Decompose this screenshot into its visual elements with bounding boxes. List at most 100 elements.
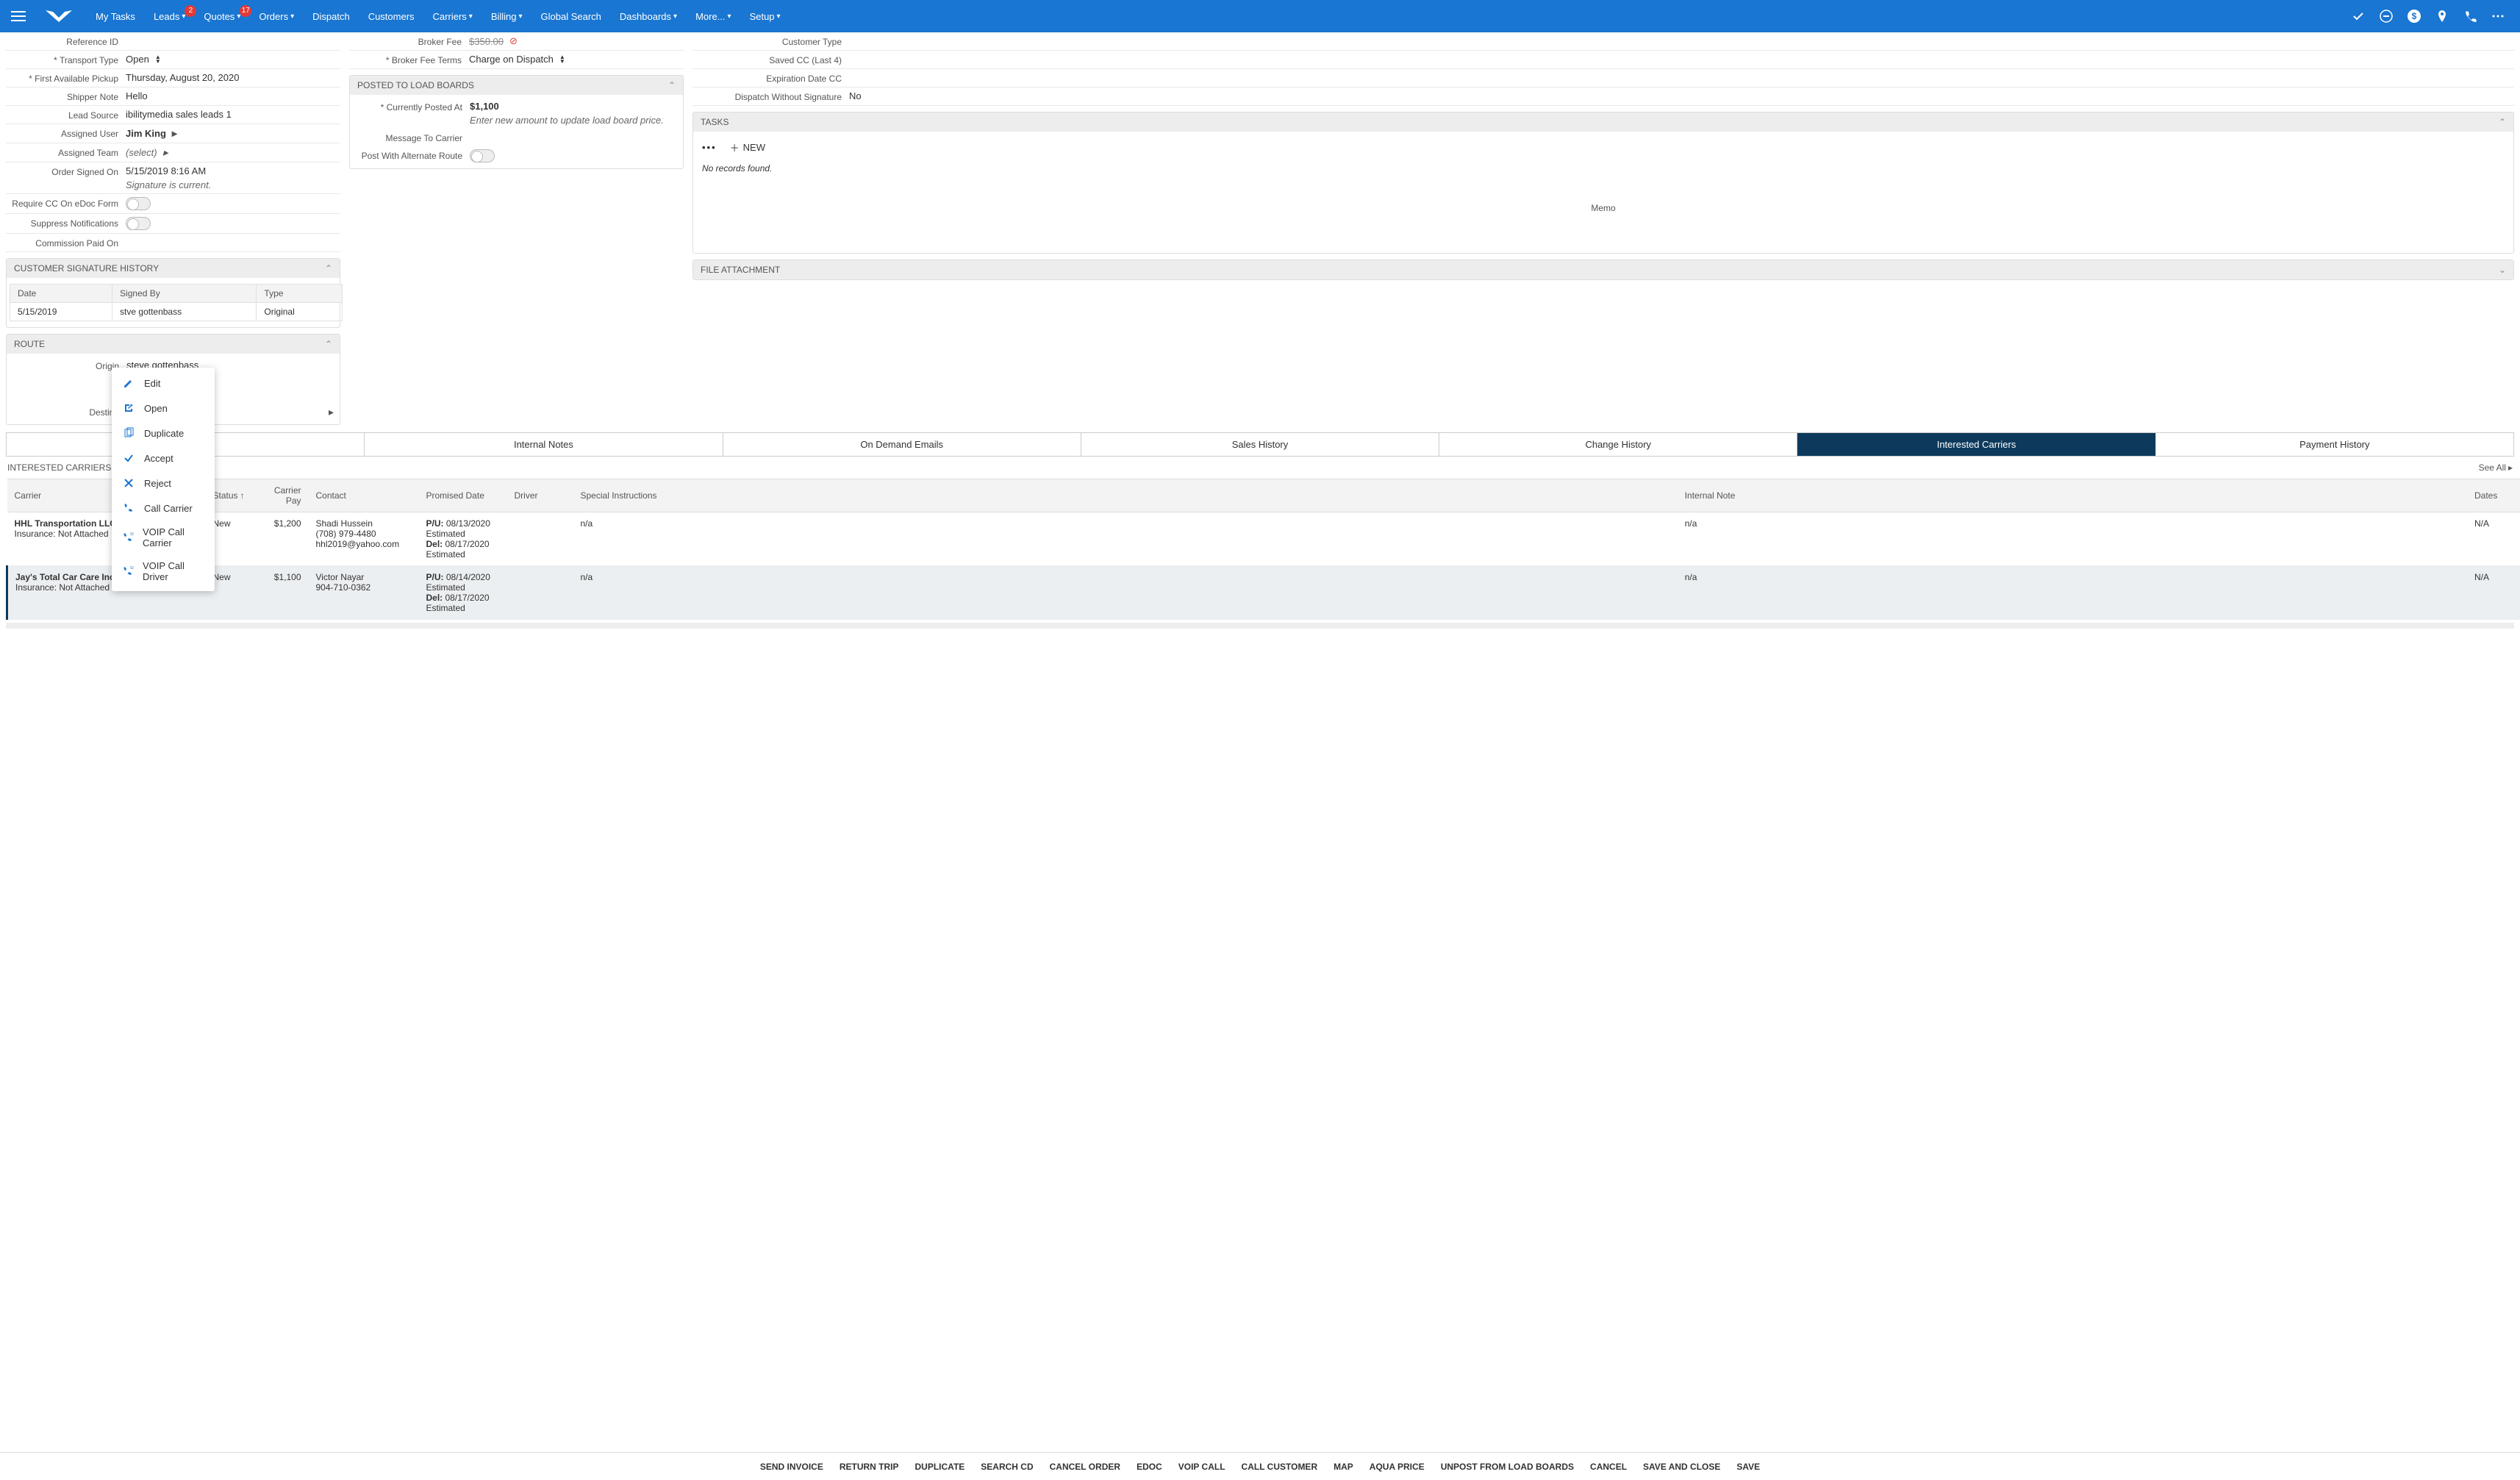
carrier-name: Jay's Total Car Care Inc <box>15 572 115 582</box>
file-attachment-title: FILE ATTACHMENT <box>701 265 780 275</box>
nav-dashboards[interactable]: Dashboards▾ <box>612 7 684 26</box>
broker-terms-value[interactable]: Charge on Dispatch▲▼ <box>469 54 678 65</box>
sig-row[interactable]: 5/15/2019stve gottenbassOriginal <box>10 303 343 321</box>
carrier-row[interactable]: Jay's Total Car Care IncInsurance: Not A… <box>7 566 2520 620</box>
require-cc-toggle[interactable] <box>126 197 151 210</box>
nav-leads[interactable]: Leads▾2 <box>146 7 193 26</box>
posted-panel: POSTED TO LOAD BOARDS⌃ * Currently Poste… <box>349 75 684 169</box>
dollar-icon[interactable]: $ <box>2407 9 2421 24</box>
action-search-cd[interactable]: SEARCH CD <box>981 1462 1033 1472</box>
nav-more-[interactable]: More...▾ <box>688 7 739 26</box>
nav-carriers[interactable]: Carriers▾ <box>426 7 480 26</box>
tab-interested-carriers[interactable]: Interested Carriers <box>1797 433 2155 456</box>
caret-icon: ▾ <box>519 12 523 21</box>
chevron-right-icon: ▸ <box>329 406 334 418</box>
action-save[interactable]: SAVE <box>1736 1462 1760 1472</box>
assigned-user-value[interactable]: Jim King▸ <box>126 127 334 140</box>
menu-accept[interactable]: Accept <box>112 446 215 471</box>
nav-orders[interactable]: Orders▾ <box>251 7 301 26</box>
menu-duplicate[interactable]: Duplicate <box>112 421 215 446</box>
first-pickup-value[interactable]: Thursday, August 20, 2020 <box>126 72 334 83</box>
action-cancel[interactable]: CANCEL <box>1590 1462 1627 1472</box>
tab-sales-history[interactable]: Sales History <box>1081 433 1439 456</box>
menu-call-carrier[interactable]: Call Carrier <box>112 496 215 521</box>
exp-label: Expiration Date CC <box>698 72 849 84</box>
dispatch-wo-value[interactable]: No <box>849 90 2508 101</box>
broker-fee-value[interactable]: $350.00⊘ <box>469 35 678 47</box>
collapse-icon[interactable]: ⌃ <box>668 80 676 90</box>
duplicate-icon <box>122 426 135 440</box>
nav-quotes[interactable]: Quotes▾17 <box>196 7 248 26</box>
action-send-invoice[interactable]: SEND INVOICE <box>760 1462 823 1472</box>
nav-billing[interactable]: Billing▾ <box>484 7 530 26</box>
assigned-team-value[interactable]: (select)▸ <box>126 146 334 159</box>
tasks-title: TASKS <box>701 117 729 127</box>
carrier-row[interactable]: HHL Transportation LLCInsurance: Not Att… <box>7 512 2520 566</box>
menu-voip-call-carrier[interactable]: SIPVOIP Call Carrier <box>112 521 215 554</box>
route-title: ROUTE <box>14 339 45 349</box>
action-duplicate[interactable]: DUPLICATE <box>915 1462 965 1472</box>
action-voip-call[interactable]: VOIP CALL <box>1178 1462 1225 1472</box>
action-return-trip[interactable]: RETURN TRIP <box>840 1462 899 1472</box>
alt-route-toggle[interactable] <box>470 149 495 162</box>
expand-icon[interactable]: ⌄ <box>2499 265 2506 275</box>
tasks-new-button[interactable]: ＋NEW <box>730 140 765 154</box>
see-all-link[interactable]: See All▸ <box>2479 462 2513 473</box>
col-contact[interactable]: Contact <box>309 479 419 512</box>
menu-open[interactable]: Open <box>112 396 215 421</box>
check-icon[interactable] <box>2351 9 2366 24</box>
collapse-icon[interactable]: ⌃ <box>325 339 332 349</box>
col-si[interactable]: Special Instructions <box>573 479 1678 512</box>
lead-source-value[interactable]: ibilitymedia sales leads 1 <box>126 109 334 120</box>
action-cancel-order[interactable]: CANCEL ORDER <box>1050 1462 1120 1472</box>
menu-reject[interactable]: Reject <box>112 471 215 496</box>
sig-col-type: Type <box>257 285 343 303</box>
action-unpost-from-load-boards[interactable]: UNPOST FROM LOAD BOARDS <box>1441 1462 1574 1472</box>
suppress-toggle[interactable] <box>126 217 151 230</box>
nav-global-search[interactable]: Global Search <box>534 7 609 26</box>
action-aqua-price[interactable]: AQUA PRICE <box>1370 1462 1425 1472</box>
broker-terms-label: * Broker Fee Terms <box>355 54 469 65</box>
phone-icon[interactable] <box>2463 9 2477 24</box>
collapse-icon[interactable]: ⌃ <box>2499 117 2506 127</box>
posted-at-value[interactable]: $1,100Enter new amount to update load bo… <box>470 101 677 126</box>
suppress-label: Suppress Notifications <box>12 217 126 229</box>
action-call-customer[interactable]: CALL CUSTOMER <box>1242 1462 1318 1472</box>
driver-cell <box>507 566 573 620</box>
nav-my-tasks[interactable]: My Tasks <box>88 7 143 26</box>
col-promised[interactable]: Promised Date <box>419 479 507 512</box>
minus-circle-icon[interactable] <box>2379 9 2394 24</box>
more-icon[interactable] <box>2491 9 2505 24</box>
menu-edit[interactable]: Edit <box>112 371 215 396</box>
action-map[interactable]: MAP <box>1334 1462 1353 1472</box>
menu-voip-call-driver[interactable]: SIPVOIP Call Driver <box>112 554 215 588</box>
horizontal-scrollbar[interactable] <box>6 623 2514 629</box>
context-menu: EditOpenDuplicateAcceptReject Call Carrie… <box>112 368 215 591</box>
shipper-note-value[interactable]: Hello <box>126 90 334 101</box>
nav-dispatch[interactable]: Dispatch <box>305 7 357 26</box>
collapse-icon[interactable]: ⌃ <box>325 263 332 274</box>
nav-items: My TasksLeads▾2Quotes▾17Orders▾DispatchC… <box>88 7 2351 26</box>
tab-internal-notes[interactable]: Internal Notes <box>365 433 723 456</box>
caret-icon: ▾ <box>290 12 294 21</box>
col-pay[interactable]: Carrier Pay <box>265 479 309 512</box>
tab-change-history[interactable]: Change History <box>1439 433 1797 456</box>
tab-payment-history[interactable]: Payment History <box>2156 433 2513 456</box>
action-save-and-close[interactable]: SAVE AND CLOSE <box>1643 1462 1720 1472</box>
tasks-more-icon[interactable]: ••• <box>702 142 717 153</box>
menu-label: Call Carrier <box>144 503 193 514</box>
col-note[interactable]: Internal Note <box>1678 479 2467 512</box>
menu-icon[interactable] <box>7 5 29 27</box>
location-icon[interactable] <box>2435 9 2449 24</box>
pay-cell: $1,200 <box>265 512 309 566</box>
nav-setup[interactable]: Setup▾ <box>742 7 788 26</box>
ic-title-text: INTERESTED CARRIERS (2) <box>7 462 124 473</box>
col-driver[interactable]: Driver <box>507 479 573 512</box>
col-dates[interactable]: Dates <box>2467 479 2520 512</box>
transport-type-value[interactable]: Open▲▼ <box>126 54 334 65</box>
alt-route-label: Post With Alternate Route <box>356 149 470 161</box>
sig-col-date: Date <box>10 285 112 303</box>
action-edoc[interactable]: EDOC <box>1136 1462 1162 1472</box>
tab-on-demand-emails[interactable]: On Demand Emails <box>723 433 1081 456</box>
nav-customers[interactable]: Customers <box>361 7 422 26</box>
